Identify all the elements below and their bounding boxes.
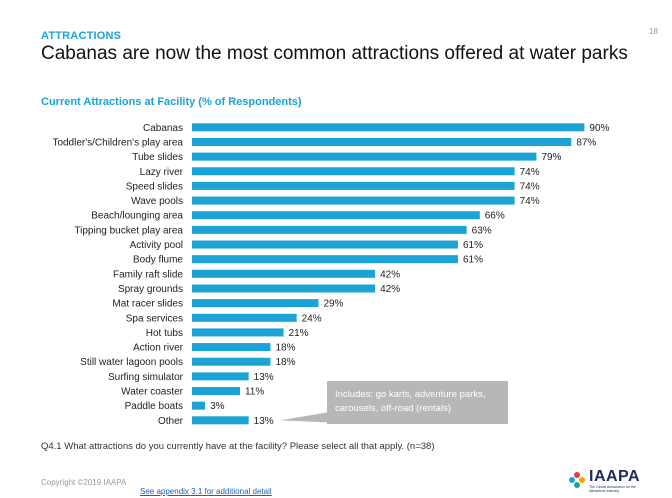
bar (192, 416, 249, 425)
value-label: 66% (485, 211, 505, 222)
category-label: Activity pool (130, 240, 183, 251)
value-label: 79% (541, 152, 561, 163)
page-number: 18 (649, 27, 658, 36)
category-label: Paddle boats (125, 401, 183, 412)
bar (192, 152, 537, 161)
bar (192, 240, 458, 249)
bar (192, 343, 271, 352)
value-label: 87% (576, 137, 596, 148)
logo-wordmark: IAAPA (589, 468, 641, 485)
bar (192, 167, 515, 176)
value-label: 63% (472, 225, 492, 236)
category-label: Tipping bucket play area (74, 225, 183, 236)
callout-pointer (280, 412, 327, 423)
bar (192, 313, 297, 322)
bar (192, 357, 271, 366)
category-label: Mat racer slides (112, 299, 183, 310)
bar (192, 255, 458, 264)
category-label: Spa services (126, 313, 183, 324)
category-label: Spray grounds (118, 284, 183, 295)
category-label: Wave pools (131, 196, 183, 207)
section-label: ATTRACTIONS (41, 30, 122, 42)
value-label: 42% (380, 269, 400, 280)
value-label: 24% (302, 313, 322, 324)
bar (192, 211, 480, 220)
value-label: 18% (275, 343, 295, 354)
value-label: 74% (520, 196, 540, 207)
bar (192, 123, 585, 132)
category-label: Family raft slide (113, 269, 183, 280)
value-label: 21% (289, 328, 309, 339)
value-label: 13% (254, 416, 274, 427)
value-label: 74% (520, 167, 540, 178)
bar (192, 401, 206, 410)
category-label: Hot tubs (146, 328, 183, 339)
survey-question: Q4.1 What attractions do you currently h… (41, 441, 435, 452)
bar (192, 372, 249, 381)
bar (192, 299, 319, 308)
category-label: Surfing simulator (108, 372, 184, 383)
category-label: Cabanas (143, 123, 183, 134)
iaapa-logo: IAAPA The Global Association for the Att… (565, 468, 665, 494)
value-label: 18% (275, 357, 295, 368)
category-label: Toddler's/Children's play area (52, 137, 183, 148)
value-label: 13% (254, 372, 274, 383)
bar (192, 181, 515, 190)
other-callout: Includes: go karts, adventure parks, car… (327, 381, 508, 424)
value-label: 11% (245, 387, 264, 398)
category-label: Speed slides (126, 181, 183, 192)
bar (192, 196, 515, 205)
bar (192, 225, 467, 234)
bar (192, 269, 376, 278)
bar (192, 137, 572, 146)
value-label: 90% (589, 123, 609, 134)
value-label: 61% (463, 240, 483, 251)
category-label: Action river (133, 343, 184, 354)
chart-title: Current Attractions at Facility (% of Re… (41, 96, 302, 108)
category-label: Beach/lounging area (91, 211, 183, 222)
logo-tagline: The Global Association for the Attractio… (589, 485, 636, 493)
category-label: Lazy river (140, 167, 184, 178)
bar (192, 387, 240, 396)
appendix-link[interactable]: See appendix 3.1 for additional detail (140, 487, 272, 496)
category-label: Still water lagoon pools (80, 357, 183, 368)
iaapa-logo-mark-icon (569, 472, 585, 488)
category-label: Water coaster (121, 387, 184, 398)
copyright: Copyright ©2019 IAAPA (41, 478, 127, 487)
bar (192, 328, 284, 337)
category-label: Body flume (133, 255, 183, 266)
category-label: Tube slides (132, 152, 183, 163)
value-label: 42% (380, 284, 400, 295)
value-label: 61% (463, 255, 483, 266)
value-label: 74% (520, 181, 540, 192)
value-label: 29% (323, 299, 343, 310)
category-label: Other (158, 416, 184, 427)
bar (192, 284, 376, 293)
value-label: 3% (210, 401, 225, 412)
page-title: Cabanas are now the most common attracti… (41, 43, 628, 64)
